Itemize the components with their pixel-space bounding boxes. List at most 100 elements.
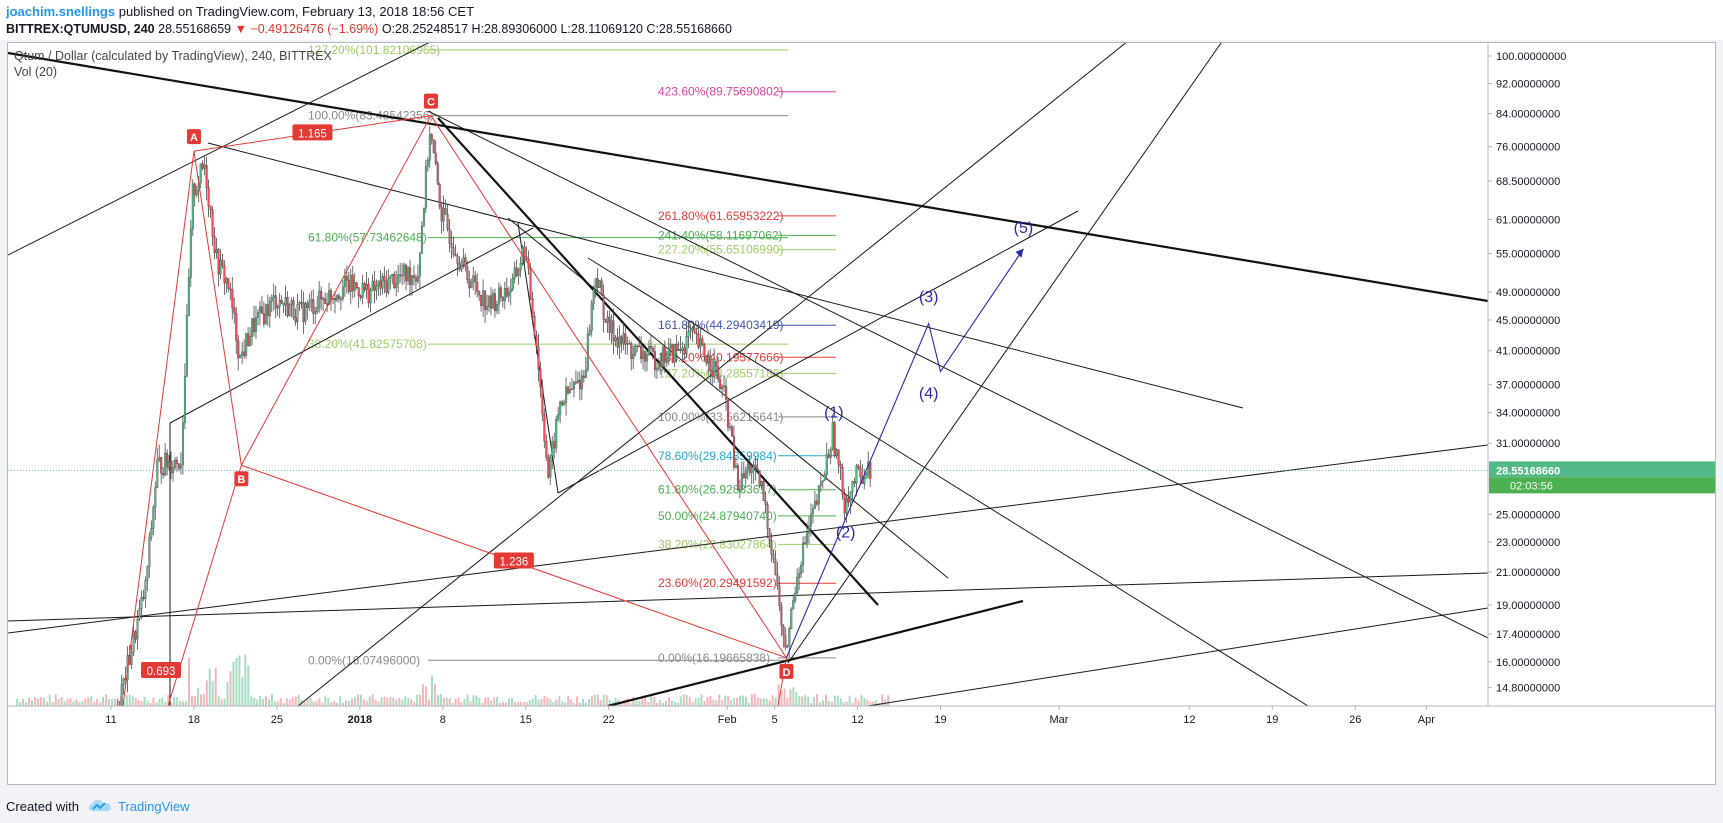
- volume-bar: [247, 665, 250, 706]
- candle-body: [288, 304, 291, 316]
- candle-body: [557, 414, 560, 420]
- volume-bar: [448, 698, 451, 706]
- candle-body: [790, 609, 793, 630]
- candle-body: [731, 426, 734, 437]
- volume-bar: [108, 699, 111, 706]
- volume-bar: [507, 698, 510, 706]
- volume-bar: [487, 697, 490, 706]
- candle-body: [764, 500, 767, 505]
- volume-bar: [205, 680, 208, 706]
- volume-bar: [170, 702, 173, 706]
- candle-body: [590, 303, 593, 331]
- volume-bar: [552, 702, 555, 706]
- volume-bar: [546, 697, 549, 706]
- volume-bar: [188, 657, 191, 706]
- pattern-leg: [430, 115, 787, 659]
- candle-body: [855, 465, 858, 484]
- candle-body: [833, 422, 836, 456]
- volume-bar: [614, 697, 617, 706]
- volume-bar: [599, 700, 602, 706]
- candle-body: [383, 276, 386, 282]
- author-link[interactable]: joachim.snellings: [6, 4, 116, 19]
- time-tick-label: 12: [851, 714, 863, 726]
- price-tick-label: 49.00000000: [1496, 287, 1560, 299]
- volume-bar: [765, 698, 768, 706]
- candle-body: [569, 389, 572, 394]
- candle-body: [478, 291, 481, 296]
- elliott-waves: (1) (2) (3) (4) (5): [785, 220, 1033, 658]
- time-tick-label: 25: [271, 714, 283, 726]
- volume-bar: [875, 700, 878, 706]
- publish-line: joachim.snellings published on TradingVi…: [6, 4, 474, 19]
- candle-body: [695, 332, 698, 335]
- candle-body: [802, 542, 805, 566]
- candle-body: [778, 585, 781, 606]
- volume-bar: [131, 696, 134, 706]
- candle-body: [403, 264, 406, 276]
- volume-bar: [235, 657, 238, 706]
- candle-body: [677, 348, 680, 351]
- time-tick-label: 19: [934, 714, 946, 726]
- volume-bar: [647, 701, 650, 706]
- volume-bar: [48, 694, 51, 706]
- candle-body: [503, 288, 506, 302]
- candle-body: [413, 275, 416, 278]
- candle-body: [393, 274, 396, 288]
- price-tick-label: 21.00000000: [1496, 567, 1560, 579]
- candle-body: [740, 473, 743, 490]
- pattern-ratio-label: 0.693: [147, 666, 176, 678]
- candle-body: [665, 358, 668, 363]
- volume-bar: [786, 697, 789, 706]
- volume-bar: [19, 701, 22, 706]
- candle-body: [168, 461, 171, 468]
- candle-body: [223, 265, 226, 284]
- candle-body: [274, 295, 277, 309]
- volume-bar: [113, 698, 116, 706]
- volume-bar: [365, 701, 368, 706]
- volume-bar: [211, 681, 214, 706]
- candle-body: [501, 297, 504, 302]
- volume-bar: [845, 701, 848, 706]
- volume-bar: [244, 654, 247, 706]
- volume-bar: [333, 700, 336, 706]
- volume-bar: [36, 698, 39, 706]
- volume-bar: [25, 702, 28, 706]
- candle-body: [535, 335, 538, 347]
- candle-body: [499, 287, 502, 298]
- volume-bar: [276, 701, 279, 706]
- volume-bar: [66, 698, 69, 706]
- volume-bar: [96, 698, 99, 706]
- candle-body: [286, 297, 289, 316]
- price-tick-label: 23.00000000: [1496, 537, 1560, 549]
- volume-bar: [801, 696, 804, 706]
- volume-bar: [484, 697, 487, 706]
- volume-bar: [102, 696, 105, 706]
- candle-body: [480, 295, 483, 307]
- price-chart[interactable]: 127.20%(101.82106965)100.00%(83.48542356…: [8, 43, 1715, 784]
- candle-body: [470, 281, 473, 289]
- volume-bar: [768, 700, 771, 706]
- candle-body: [395, 283, 398, 288]
- volume-bar: [226, 682, 229, 706]
- fib-level-label: 138.20%(40.19577666): [658, 350, 783, 364]
- volume-bar: [164, 701, 167, 706]
- volume-bar: [780, 690, 783, 706]
- candle-body: [837, 449, 840, 465]
- candle-body: [158, 456, 161, 461]
- candle-body: [361, 283, 364, 298]
- tradingview-cloud-icon[interactable]: [88, 798, 112, 814]
- trend-line-bold: [437, 117, 879, 606]
- volume-bar: [339, 696, 342, 706]
- trend-line: [8, 43, 430, 256]
- candle-body: [300, 302, 303, 304]
- candle-body: [426, 160, 429, 167]
- chart-panel[interactable]: 127.20%(101.82106965) 100.00%(83.48542356…: [7, 42, 1716, 785]
- fib-level-label: 0.00%(16.19665838): [658, 651, 770, 665]
- candle-body: [691, 327, 694, 331]
- volume-bar: [641, 697, 644, 706]
- candle-body: [389, 275, 392, 279]
- tradingview-brand[interactable]: TradingView: [118, 799, 190, 814]
- volume-bar: [759, 698, 762, 706]
- volume-bar: [744, 696, 747, 706]
- last-price: 28.55168659: [158, 22, 232, 36]
